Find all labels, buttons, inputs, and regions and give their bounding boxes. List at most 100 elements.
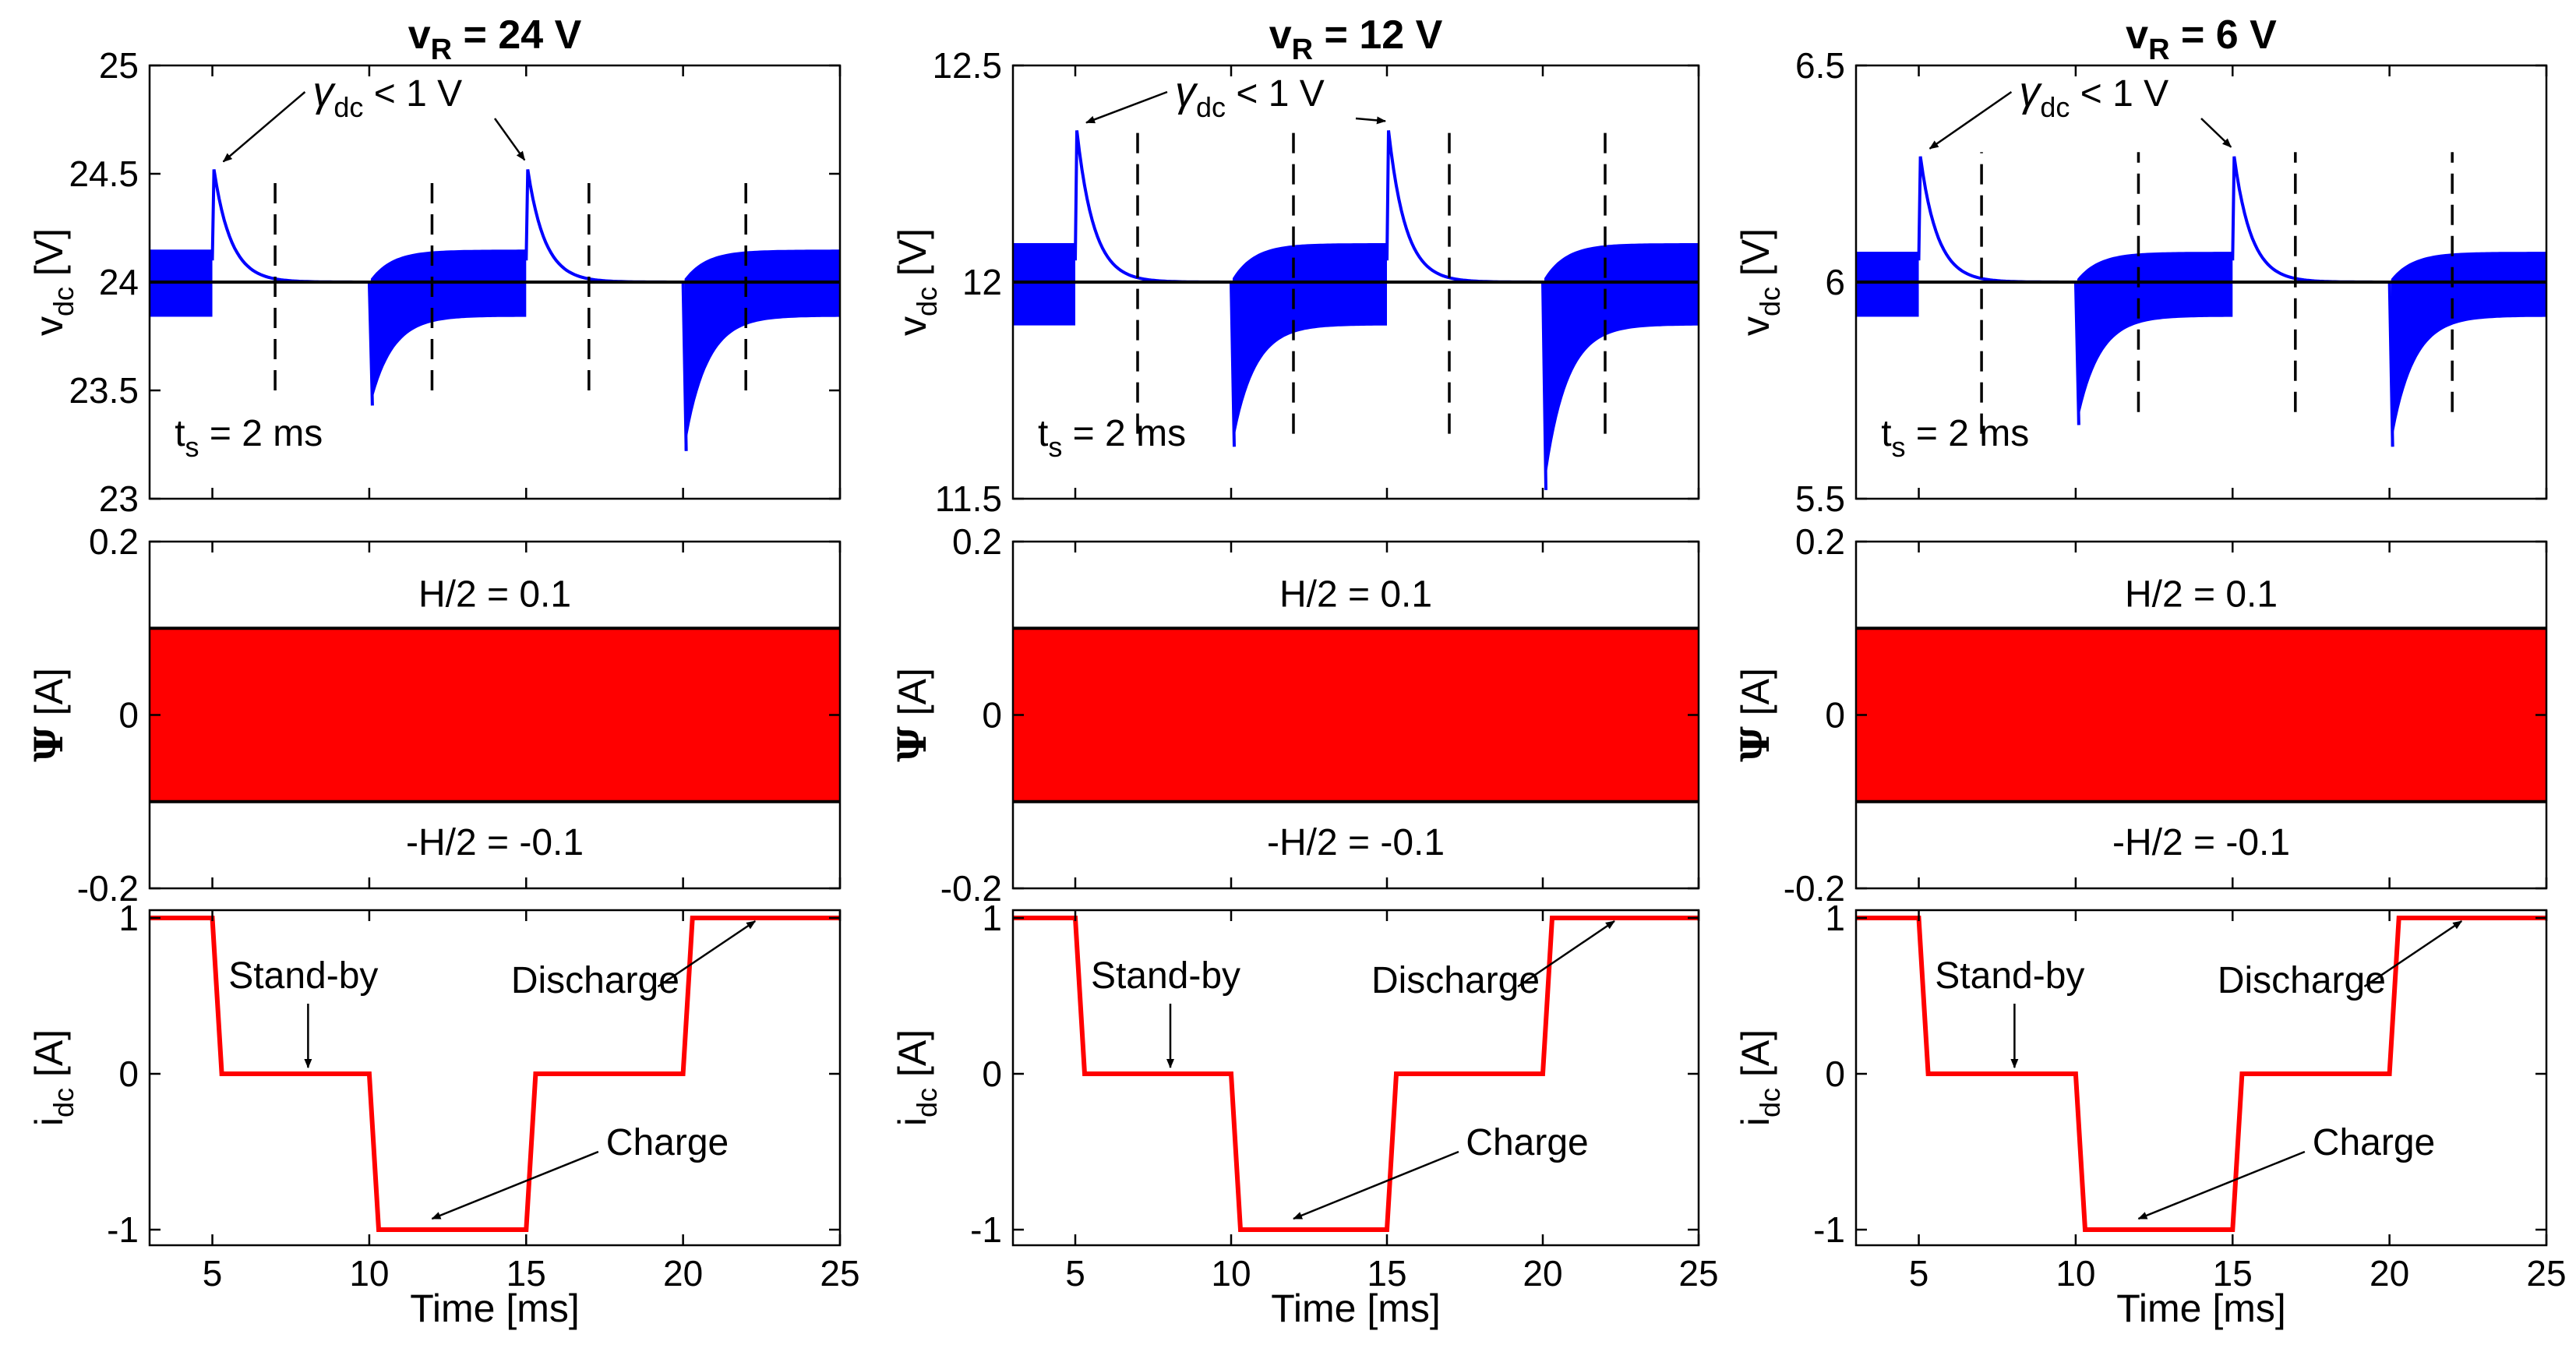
plot-area <box>1856 627 2546 803</box>
y-tick-label: 6.5 <box>1795 45 1845 86</box>
ripple-band <box>1233 243 1387 447</box>
gamma-arrow-right <box>2200 118 2232 148</box>
y-axis-label: idc [A] <box>1734 1029 1786 1126</box>
ylabel-symbol: Ψ <box>889 726 935 762</box>
gamma-value: < 1 V <box>1226 73 1325 115</box>
ylabel-symbol: v <box>891 316 934 336</box>
panel-psi: H/2 = 0.1 -H/2 = -0.1 -0.2 0 0.2 Ψ [A] <box>1732 521 2548 909</box>
axes-box <box>1854 909 2548 1247</box>
standby-label: Stand-by <box>1935 955 2084 997</box>
gamma-symbol: γ <box>2019 69 2042 115</box>
axes-box <box>1011 909 1700 1247</box>
panel-vdc: γdc < 1 V ts = 2 ms 5.5 6 6.5 vdc [V] <box>1734 45 2548 519</box>
title-subscript: R <box>2148 34 2169 66</box>
hysteresis-band <box>150 628 840 802</box>
y-axis-label: vdc [V] <box>1734 228 1786 336</box>
vdc-overshoot-line <box>524 169 683 284</box>
axes-box <box>148 909 842 1247</box>
ripple-band <box>370 249 527 406</box>
ylabel-symbol: i <box>891 1117 934 1126</box>
x-axis-label: Time [ms] <box>2116 1287 2286 1330</box>
gamma-arrow-right <box>1355 116 1386 125</box>
x-tick-label: 10 <box>349 1253 389 1294</box>
idc-line <box>1013 916 1699 1232</box>
settling-time-annotation: ts = 2 ms <box>1038 413 1186 463</box>
vdc-overshoot-line <box>1074 130 1231 284</box>
y-tick-label: 12 <box>962 262 1002 302</box>
ts-subscript: s <box>1892 431 1906 463</box>
gamma-subscript: dc <box>2040 91 2070 123</box>
ylabel-unit: [A] <box>891 668 934 726</box>
x-axis-label: Time [ms] <box>410 1287 580 1330</box>
chart-title: vR = 24 V <box>408 12 582 66</box>
ylabel-symbol: Ψ <box>1732 726 1778 762</box>
vdc-overshoot-line <box>1385 130 1543 284</box>
y-tick-label: 5.5 <box>1795 478 1845 519</box>
gamma-subscript: dc <box>1196 91 1226 123</box>
y-tick-label: 23 <box>99 478 139 519</box>
ts-symbol: t <box>1881 413 1891 454</box>
y-tick-label: 1 <box>1825 898 1845 938</box>
ylabel-subscript: dc <box>48 1088 79 1117</box>
y-tick-label: -0.2 <box>1784 868 1845 909</box>
discharge-arrow <box>657 920 757 988</box>
x-tick-label: 20 <box>2370 1253 2409 1294</box>
charge-label: Charge <box>1466 1122 1588 1163</box>
idc-line <box>1856 916 2546 1232</box>
ripple-band <box>684 249 840 451</box>
gamma-annotation: γdc < 1 V <box>2019 69 2168 123</box>
ylabel-symbol: i <box>27 1117 71 1126</box>
y-axis-label: vdc [V] <box>891 228 943 336</box>
x-tick-label: 10 <box>2056 1253 2095 1294</box>
charge-arrow <box>1293 1150 1459 1220</box>
charge-arrow <box>431 1150 599 1220</box>
ylabel-unit: [A] <box>27 668 71 726</box>
ylabel-unit: [A] <box>1734 1029 1777 1088</box>
gamma-annotation: γdc < 1 V <box>312 69 462 123</box>
upper-bound-label: H/2 = 0.1 <box>2125 574 2278 615</box>
vdc-undershoot-line <box>367 281 374 406</box>
ylabel-subscript: dc <box>911 1088 943 1117</box>
panel-psi: H/2 = 0.1 -H/2 = -0.1 -0.2 0 0.2 Ψ [A] <box>26 521 842 909</box>
y-axis-label: Ψ [A] <box>26 668 72 762</box>
x-axis-label: Time [ms] <box>1271 1287 1441 1330</box>
y-tick-label: 1 <box>118 898 139 938</box>
idc-line <box>150 916 840 1232</box>
ylabel-symbol: v <box>1734 316 1777 336</box>
standby-label: Stand-by <box>228 955 378 997</box>
y-tick-label: 0 <box>118 695 139 736</box>
y-axis-label: idc [A] <box>891 1029 943 1126</box>
settling-time-annotation: ts = 2 ms <box>175 413 323 463</box>
vdc-overshoot-line <box>210 169 369 284</box>
ylabel-unit: [A] <box>27 1029 71 1088</box>
discharge-label: Discharge <box>2218 960 2386 1001</box>
vdc-undershoot-line <box>1541 281 1547 490</box>
x-tick-label: 20 <box>663 1253 703 1294</box>
y-tick-label: 0 <box>1825 1054 1845 1094</box>
y-tick-label: 12.5 <box>932 45 1002 86</box>
plot-area <box>150 169 840 451</box>
vdc-overshoot-line <box>2231 156 2390 284</box>
ts-symbol: t <box>175 413 185 454</box>
chart-title: vR = 6 V <box>2126 12 2277 66</box>
y-tick-label: -1 <box>1813 1209 1845 1250</box>
charge-label: Charge <box>2313 1122 2435 1163</box>
gamma-symbol: γ <box>1175 69 1198 115</box>
vdc-undershoot-line <box>2387 281 2394 447</box>
ylabel-subscript: dc <box>48 287 79 316</box>
plot-area <box>1013 130 1699 490</box>
y-tick-label: 6 <box>1825 262 1845 302</box>
gamma-value: < 1 V <box>363 73 462 115</box>
title-symbol: v <box>408 12 431 58</box>
ts-subscript: s <box>1048 431 1062 463</box>
ts-symbol: t <box>1038 413 1048 454</box>
x-tick-label: 15 <box>1367 1253 1406 1294</box>
ts-value: = 2 ms <box>1906 413 2030 454</box>
ylabel-symbol: i <box>1734 1117 1777 1126</box>
gamma-value: < 1 V <box>2070 73 2168 115</box>
ts-subscript: s <box>185 431 199 463</box>
